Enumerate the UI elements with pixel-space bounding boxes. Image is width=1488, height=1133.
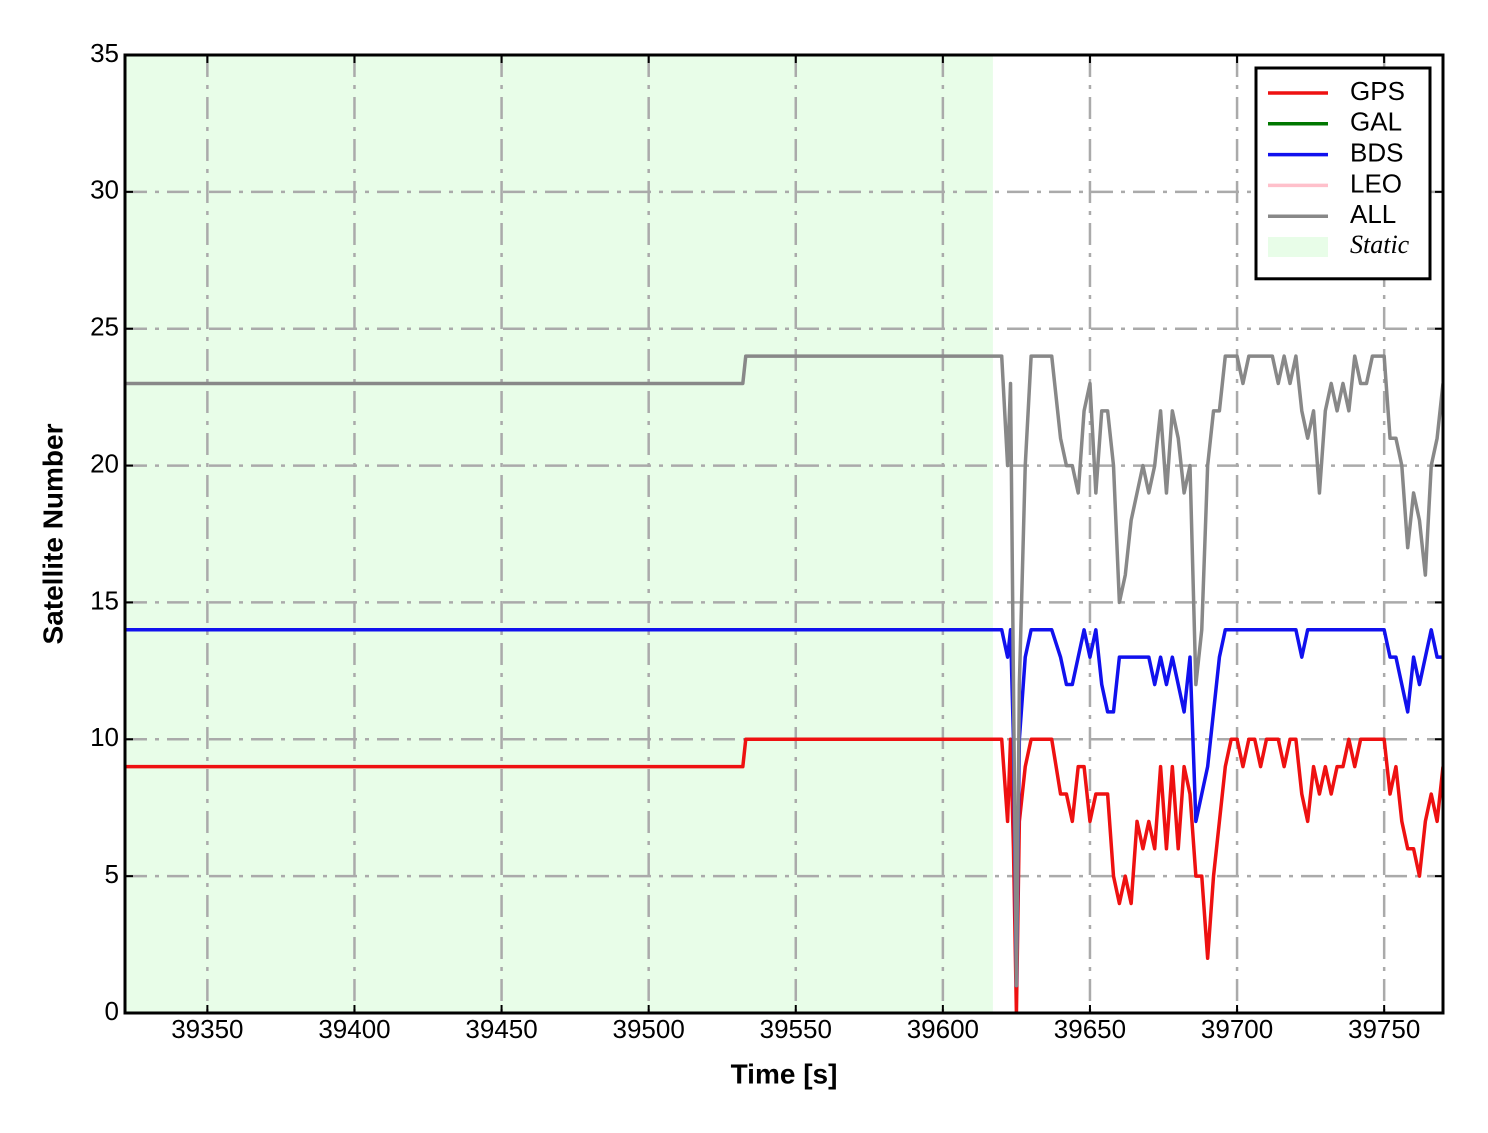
legend-label: BDS: [1350, 137, 1403, 167]
y-tick-label: 15: [90, 585, 119, 615]
legend-swatch: [1268, 237, 1328, 257]
y-tick-label: 35: [90, 38, 119, 68]
series-line: [125, 737, 1443, 1013]
y-tick-label: 0: [105, 996, 119, 1026]
x-tick-label: 39550: [760, 1014, 832, 1044]
legend-label: GPS: [1350, 76, 1405, 106]
y-tick-label: 10: [90, 722, 119, 752]
x-tick-label: 39400: [318, 1014, 390, 1044]
x-tick-label: 39350: [171, 1014, 243, 1044]
legend-label: Static: [1350, 230, 1410, 259]
y-tick-label: 20: [90, 448, 119, 478]
x-tick-label: 39700: [1201, 1014, 1273, 1044]
legend-label: ALL: [1350, 199, 1396, 229]
x-tick-label: 39500: [613, 1014, 685, 1044]
x-axis-title: Time [s]: [731, 1058, 838, 1089]
y-axis-title: Satellite Number: [37, 423, 68, 644]
x-tick-label: 39600: [907, 1014, 979, 1044]
y-tick-label: 5: [105, 859, 119, 889]
x-tick-label: 39650: [1054, 1014, 1126, 1044]
y-tick-label: 25: [90, 312, 119, 342]
series-line: [125, 628, 1443, 988]
x-tick-label: 39450: [465, 1014, 537, 1044]
plot-frame: [123, 53, 1445, 1015]
series-line: [125, 354, 1443, 988]
legend-label: LEO: [1350, 168, 1402, 198]
x-tick-label: 39750: [1348, 1014, 1420, 1044]
shade-region: [125, 55, 993, 1013]
y-tick-label: 30: [90, 175, 119, 205]
legend-label: GAL: [1350, 107, 1402, 137]
